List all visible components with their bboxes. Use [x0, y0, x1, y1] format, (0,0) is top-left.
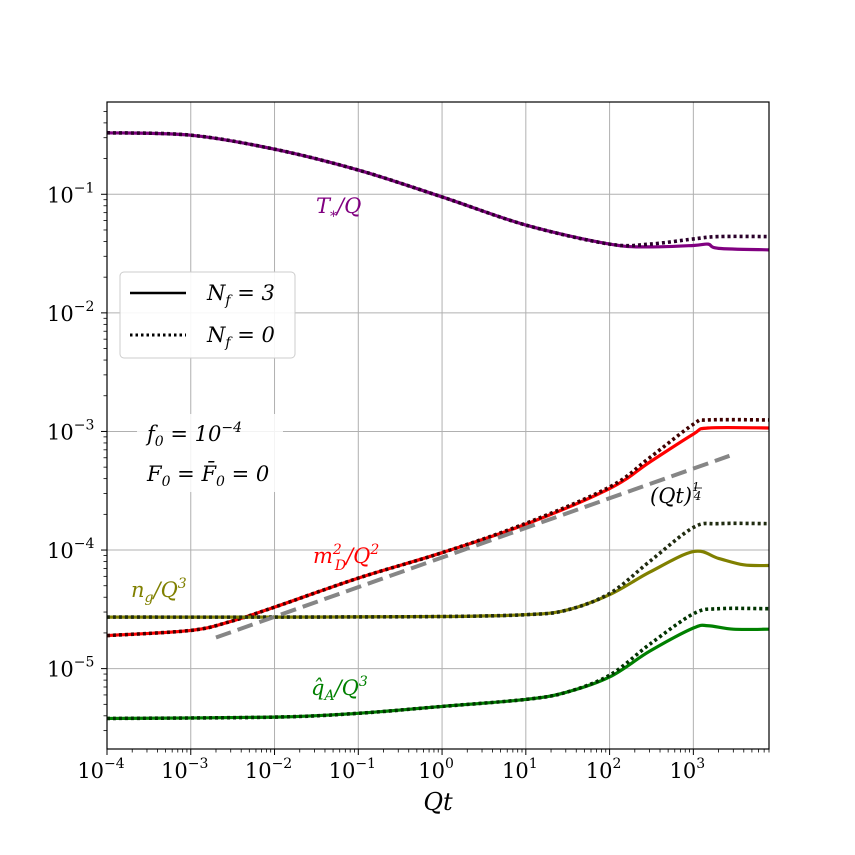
x-tick-label: 10−2 — [245, 756, 292, 783]
series-jet-quenching-nf3 — [107, 623, 769, 721]
series-debye-mass-nf0 — [107, 417, 769, 638]
x-tick-label: 10−3 — [161, 756, 208, 783]
series-gluon-density-nf0 — [107, 521, 769, 619]
x-tick-label: 102 — [586, 756, 622, 783]
series-jet-quenching-nf0 — [107, 606, 769, 721]
plot-area — [107, 130, 769, 721]
x-tick-label: 101 — [502, 756, 538, 783]
x-tick-label: 10−1 — [329, 756, 376, 783]
y-tick-label: 10−4 — [47, 536, 94, 563]
y-tick-label: 10−1 — [47, 180, 94, 207]
label-gluon-density: ng/Q3 — [131, 576, 187, 606]
major-ticks — [101, 193, 694, 755]
label-temperature: T*/Q — [316, 194, 361, 225]
param-f0: f0 = 10−4 — [145, 420, 242, 450]
y-tick-label: 10−3 — [47, 417, 94, 444]
label-jet-quenching: q̂A/Q3 — [311, 674, 368, 704]
legend-label-nf0: Nf = 0 — [206, 323, 275, 351]
tick-labels: 10−4 10−3 10−2 10−1 100 101 102 103 10−5 10−4 10−3… — [47, 180, 705, 783]
series-temperature-nf0 — [107, 130, 769, 248]
y-tick-label: 10−2 — [47, 299, 94, 326]
plot-frame — [106, 101, 770, 750]
scaling-label: (Qt)1 4 — [650, 480, 701, 508]
param-F0: F0 = F̄0 = 0 — [146, 461, 269, 490]
x-axis-label: Qt — [423, 788, 453, 816]
x-tick-label: 103 — [670, 756, 706, 783]
x-tick-label: 100 — [418, 756, 454, 783]
legend: Nf = 3 Nf = 0 — [119, 271, 296, 359]
legend-label-nf3: Nf = 3 — [206, 281, 275, 309]
series-scaling-reference-dashed — [215, 453, 731, 640]
label-debye-mass: m2 D/Q2 — [313, 542, 379, 574]
x-tick-label: 10−4 — [77, 756, 124, 783]
params-box — [137, 414, 283, 492]
y-tick-label: 10−5 — [47, 655, 94, 682]
